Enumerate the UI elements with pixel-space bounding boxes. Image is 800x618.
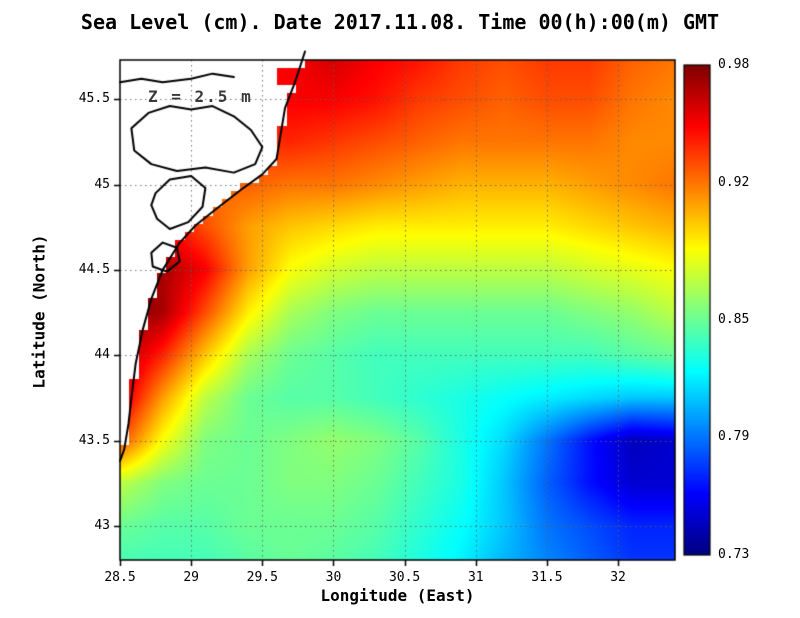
x-tick-label: 32 [610, 570, 626, 585]
x-tick-label: 31 [467, 570, 484, 585]
y-tick-label: 43 [94, 517, 110, 533]
depth-annotation: Z = 2.5 m [148, 87, 253, 106]
x-tick-label: 29.5 [246, 570, 278, 585]
colorbar-tick-label: 0.73 [718, 547, 750, 562]
chart-title: Sea Level (cm). Date 2017.11.08. Time 00… [80, 10, 720, 34]
y-axis-label: Latitude (North) [29, 234, 49, 389]
y-tick-label: 45 [94, 176, 110, 192]
x-tick-label: 29 [183, 570, 199, 585]
x-tick-label: 30.5 [388, 570, 421, 585]
colorbar-tick-label: 0.92 [718, 174, 750, 190]
colorbar-tick-label: 0.98 [718, 57, 750, 72]
y-tick-label: 44 [94, 347, 110, 363]
x-tick-label: 30 [325, 570, 342, 585]
colorbar-tick-label: 0.79 [718, 429, 750, 445]
x-tick-label: 28.5 [104, 570, 136, 585]
x-axis-label: Longitude (East) [320, 586, 475, 605]
y-tick-label: 43.5 [78, 432, 110, 448]
colorbar-tick-label: 0.85 [718, 311, 750, 327]
y-tick-label: 45.5 [78, 91, 110, 107]
y-tick-label: 44.5 [78, 261, 110, 277]
x-tick-label: 31.5 [531, 570, 563, 585]
